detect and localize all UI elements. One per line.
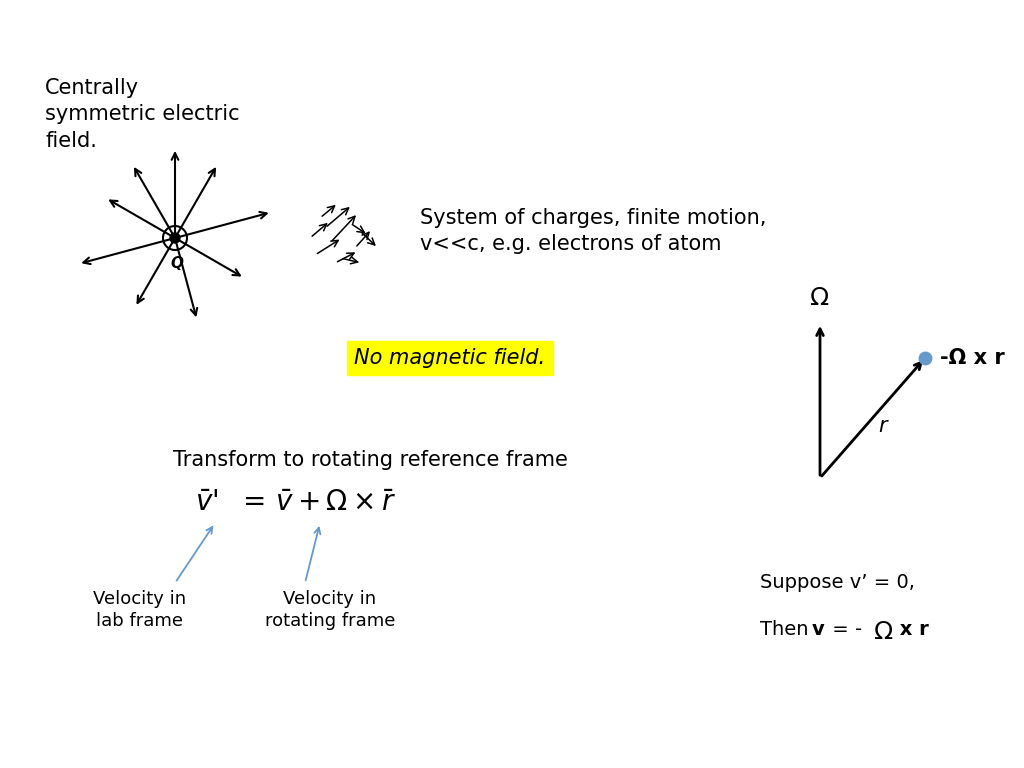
Text: Ω: Ω — [810, 286, 829, 310]
Text: = -: = - — [826, 620, 862, 639]
Text: No magnetic field.: No magnetic field. — [354, 348, 546, 368]
Text: v: v — [812, 620, 824, 639]
Circle shape — [170, 233, 180, 243]
Text: Q: Q — [171, 256, 183, 271]
Text: Suppose v’ = 0,: Suppose v’ = 0, — [760, 573, 914, 592]
Text: -Ω x r: -Ω x r — [940, 348, 1005, 368]
Text: Transform to rotating reference frame: Transform to rotating reference frame — [173, 450, 567, 470]
Text: Centrally
symmetric electric
field.: Centrally symmetric electric field. — [45, 78, 240, 151]
Text: Velocity in
lab frame: Velocity in lab frame — [93, 590, 186, 631]
Text: System of charges, finite motion,
v<<c, e.g. electrons of atom: System of charges, finite motion, v<<c, … — [420, 208, 766, 254]
Text: r: r — [878, 416, 887, 436]
Text: x r: x r — [893, 620, 929, 639]
Text: Then: Then — [760, 620, 815, 639]
Text: $\bar{v}$'  $=\,\bar{v} + \Omega\times\bar{r}$: $\bar{v}$' $=\,\bar{v} + \Omega\times\ba… — [195, 489, 396, 517]
Text: Ω: Ω — [874, 620, 893, 644]
Text: Velocity in
rotating frame: Velocity in rotating frame — [265, 590, 395, 631]
